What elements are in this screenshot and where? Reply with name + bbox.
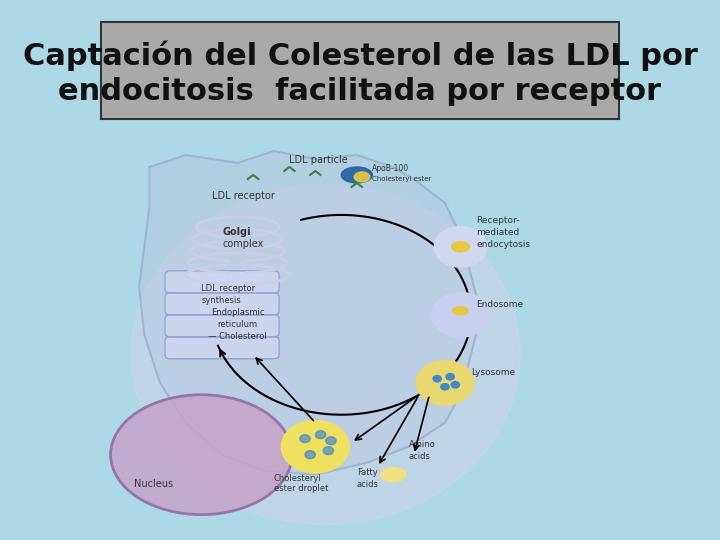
FancyBboxPatch shape	[165, 293, 279, 315]
Ellipse shape	[131, 185, 520, 524]
Text: Endosome: Endosome	[476, 300, 523, 309]
Circle shape	[416, 361, 474, 405]
Text: LDL receptor: LDL receptor	[202, 284, 256, 293]
Text: Lysosome: Lysosome	[471, 368, 515, 377]
FancyBboxPatch shape	[165, 337, 279, 359]
Text: LDL receptor: LDL receptor	[212, 191, 274, 201]
Text: Captación del Colesterol de las LDL por: Captación del Colesterol de las LDL por	[22, 40, 698, 71]
Ellipse shape	[354, 172, 370, 182]
Circle shape	[441, 383, 449, 390]
Text: acids: acids	[409, 451, 431, 461]
Ellipse shape	[341, 167, 372, 183]
Circle shape	[282, 421, 349, 472]
Circle shape	[433, 375, 441, 382]
FancyBboxPatch shape	[165, 315, 279, 337]
Circle shape	[446, 374, 454, 380]
Circle shape	[300, 435, 310, 443]
Polygon shape	[139, 151, 481, 475]
FancyBboxPatch shape	[101, 22, 619, 119]
Text: endocitosis  facilitada por receptor: endocitosis facilitada por receptor	[58, 77, 662, 106]
Ellipse shape	[453, 307, 468, 315]
Text: acids: acids	[357, 480, 379, 489]
Circle shape	[432, 293, 489, 337]
Text: endocytosis: endocytosis	[476, 240, 530, 249]
Text: synthesis: synthesis	[202, 296, 241, 305]
Circle shape	[325, 437, 336, 444]
Text: ester droplet: ester droplet	[274, 484, 328, 492]
Circle shape	[323, 447, 333, 455]
Text: Golgi: Golgi	[222, 227, 251, 237]
Text: mediated: mediated	[476, 228, 519, 237]
Text: complex: complex	[222, 239, 264, 249]
Text: Amino: Amino	[409, 440, 436, 449]
Circle shape	[315, 431, 325, 438]
Ellipse shape	[111, 395, 292, 515]
Text: LDL particle: LDL particle	[289, 155, 348, 165]
Text: Cholesteryl: Cholesteryl	[274, 474, 322, 483]
Ellipse shape	[380, 468, 406, 482]
Text: Receptor-: Receptor-	[476, 216, 519, 225]
Text: ApoB-100: ApoB-100	[372, 164, 410, 173]
Text: Endoplasmic: Endoplasmic	[211, 308, 264, 317]
Circle shape	[305, 451, 315, 458]
Text: Nucleus: Nucleus	[134, 478, 173, 489]
Text: Cholesteryl ester: Cholesteryl ester	[372, 176, 432, 182]
Circle shape	[435, 227, 487, 267]
Ellipse shape	[451, 242, 469, 252]
Circle shape	[451, 382, 459, 388]
Text: Fatty: Fatty	[357, 468, 377, 477]
Text: reticulum: reticulum	[217, 320, 258, 329]
FancyBboxPatch shape	[165, 271, 279, 293]
Text: — Cholesterol: — Cholesterol	[208, 332, 267, 341]
